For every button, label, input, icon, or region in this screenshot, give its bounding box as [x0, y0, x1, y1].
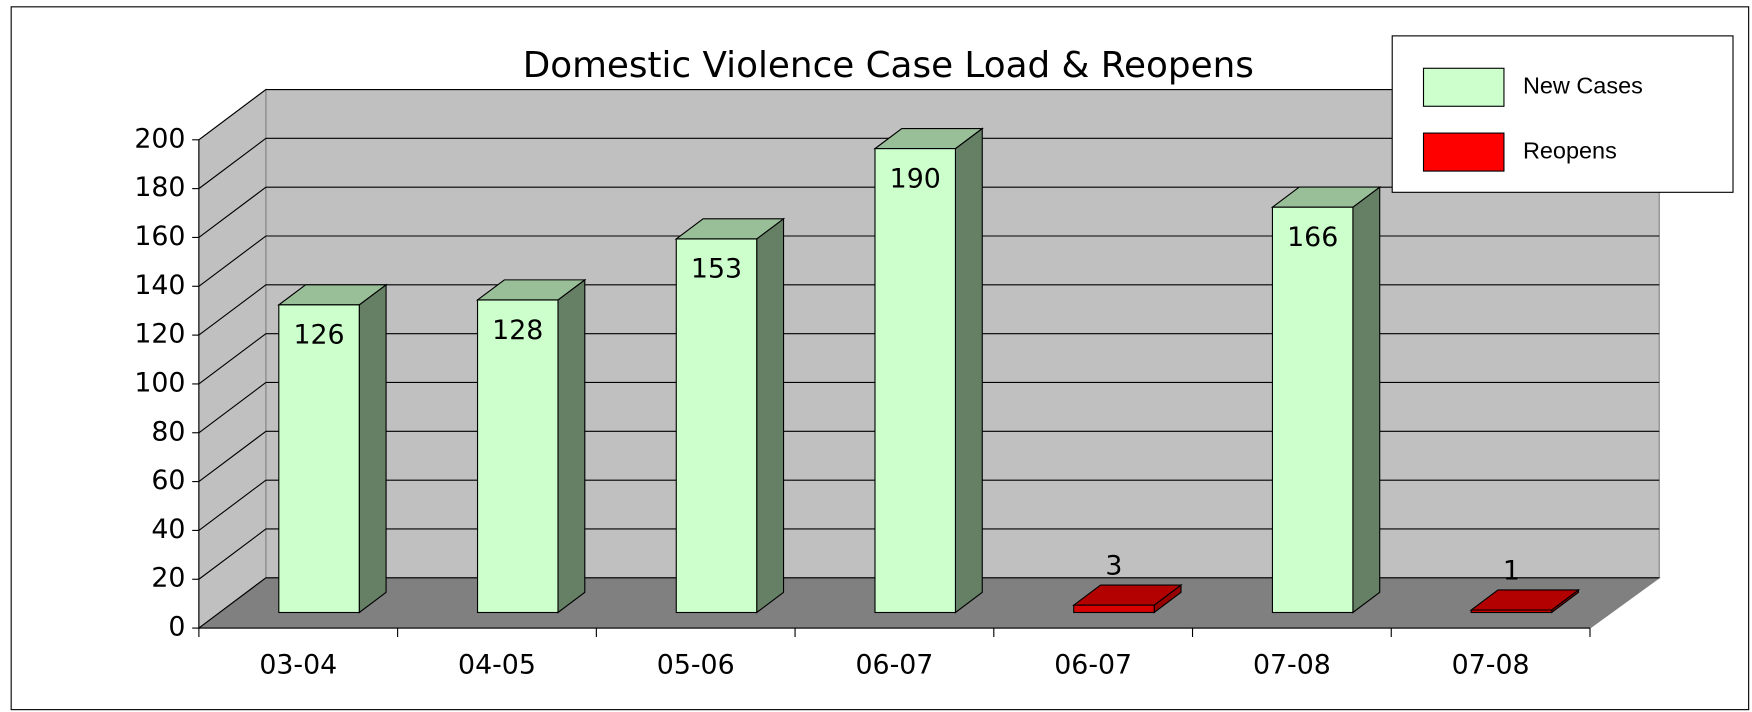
legend-label: Reopens	[1523, 137, 1617, 163]
data-label: 190	[890, 163, 941, 194]
y-tick-label: 120	[134, 319, 185, 350]
legend-label: New Cases	[1523, 72, 1643, 98]
y-tick-label: 180	[134, 172, 185, 203]
legend: New Cases Reopens	[1391, 35, 1734, 193]
x-tick-label: 06-07	[1054, 650, 1132, 681]
y-tick-label: 200	[134, 123, 185, 154]
data-label: 1	[1503, 556, 1520, 587]
y-tick-label: 80	[151, 416, 185, 447]
y-tick-label: 40	[151, 514, 185, 545]
bar-front	[476, 299, 559, 614]
y-tick-label: 60	[151, 465, 185, 496]
grid-line	[198, 577, 1660, 629]
x-tick-label: 03-04	[259, 650, 337, 681]
grid-line	[198, 137, 1660, 190]
bar-front	[675, 238, 758, 614]
bar-front	[278, 304, 360, 614]
y-tick-label: 20	[151, 563, 185, 594]
bar	[674, 217, 786, 614]
bar-side	[954, 127, 983, 614]
bar-front	[1470, 609, 1553, 614]
x-tick-label: 04-05	[458, 650, 536, 681]
data-label: 126	[293, 320, 344, 351]
grid-line	[198, 186, 1660, 238]
chart-title: Domestic Violence Case Load & Reopens	[523, 45, 1254, 86]
grid-line	[198, 333, 1660, 385]
y-tick-label: 140	[134, 270, 185, 301]
bar	[1270, 185, 1382, 614]
bar-front	[1073, 604, 1155, 614]
bar-side	[358, 283, 387, 614]
data-label: 153	[691, 254, 742, 285]
bar-front	[1271, 206, 1354, 614]
grid-line	[198, 381, 1660, 434]
bar-side	[756, 217, 785, 614]
grid-line	[198, 284, 1660, 336]
grid-line	[198, 528, 1660, 580]
legend-swatch	[1422, 132, 1505, 172]
bar	[1072, 583, 1183, 614]
y-tick-label: 160	[134, 221, 185, 252]
x-tick-label: 06-07	[855, 650, 933, 681]
x-tick-label: 07-08	[1253, 650, 1331, 681]
bar-side	[557, 278, 586, 614]
bar	[873, 127, 984, 614]
bar	[1469, 588, 1581, 614]
x-tick-label: 07-08	[1452, 650, 1530, 681]
x-tick-label: 05-06	[657, 650, 735, 681]
y-tick-label: 100	[134, 367, 185, 398]
legend-swatch	[1422, 67, 1505, 107]
grid-line	[198, 479, 1660, 531]
bar-front	[874, 148, 957, 614]
bar-side	[1352, 185, 1381, 614]
grid-line	[198, 88, 1660, 141]
bar	[277, 283, 388, 614]
data-label: 128	[492, 315, 543, 346]
data-label: 3	[1105, 551, 1122, 582]
grid-line	[198, 235, 1660, 287]
bar	[475, 278, 587, 614]
data-label: 166	[1287, 222, 1338, 253]
grid-line	[198, 430, 1660, 483]
y-tick-label: 0	[168, 612, 185, 643]
